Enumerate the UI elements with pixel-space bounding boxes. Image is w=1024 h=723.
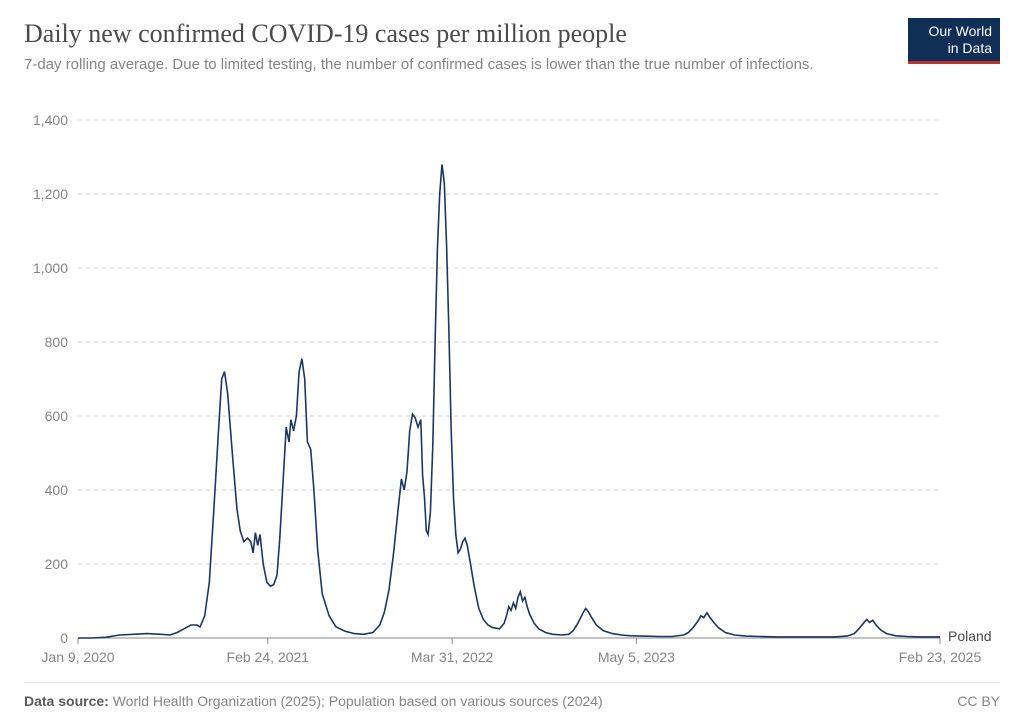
x-tick-label: Feb 24, 2021 (227, 649, 310, 665)
chart-area: 0 200 400 600 800 1,000 1,200 1,400 Jan 9, 2020 F… (24, 110, 1000, 667)
chart-header: Daily new confirmed COVID-19 cases per m… (0, 0, 1024, 75)
y-tick-label: 0 (60, 630, 68, 646)
y-tick-label: 1,400 (33, 112, 68, 128)
x-tick-label: Feb 23, 2025 (899, 649, 982, 665)
line-chart-svg: 0 200 400 600 800 1,000 1,200 1,400 Jan 9, 2020 F… (24, 110, 1000, 667)
y-tick-label: 1,200 (33, 186, 68, 202)
owid-logo: Our World in Data (908, 18, 1000, 64)
x-tick-label: May 5, 2023 (598, 649, 675, 665)
data-source: Data source: World Health Organization (… (24, 693, 603, 709)
x-tick-label: Mar 31, 2022 (411, 649, 494, 665)
chart-subtitle: 7-day rolling average. Due to limited te… (24, 55, 892, 75)
logo-line1: Our World (928, 23, 992, 39)
series-line-Poland (78, 164, 940, 638)
y-tick-label: 800 (45, 334, 69, 350)
x-tick-label: Jan 9, 2020 (41, 649, 114, 665)
title-block: Daily new confirmed COVID-19 cases per m… (24, 18, 908, 75)
chart-footer: Data source: World Health Organization (… (24, 682, 1000, 709)
license-label: CC BY (957, 693, 1000, 709)
data-source-label: Data source: (24, 693, 109, 709)
y-tick-label: 400 (45, 482, 69, 498)
logo-line2: in Data (948, 40, 992, 56)
chart-title: Daily new confirmed COVID-19 cases per m… (24, 18, 892, 49)
series-label-Poland: Poland (948, 628, 992, 644)
data-source-text: World Health Organization (2025); Popula… (109, 693, 603, 709)
y-tick-label: 600 (45, 408, 69, 424)
y-tick-label: 1,000 (33, 260, 68, 276)
y-tick-label: 200 (45, 556, 69, 572)
